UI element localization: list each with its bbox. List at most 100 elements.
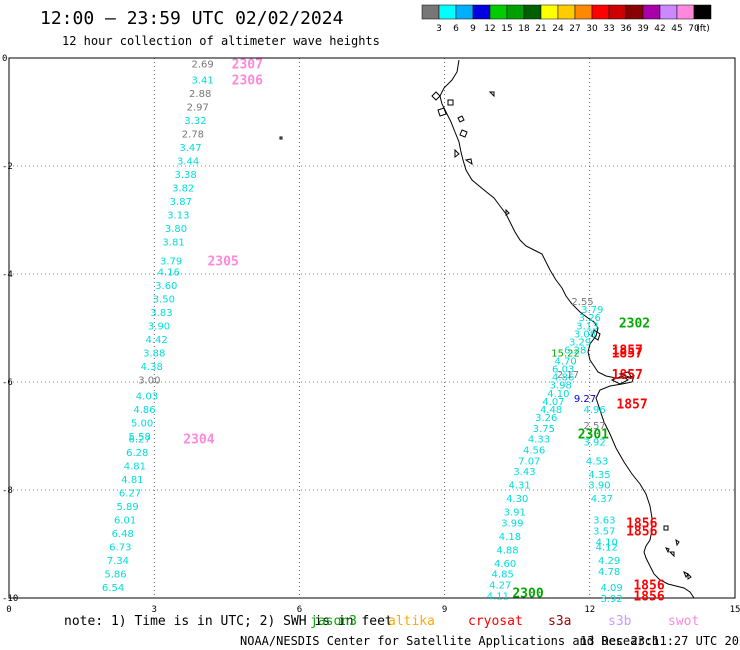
wave-height-value: 6.27 [129,435,151,446]
satellite-legend-item: jason3 [310,614,357,629]
wave-height-value: 4.56 [523,446,545,457]
x-tick-label: 12 [584,605,595,615]
colorbar-legend: 3 6 9 12 15 18 21 24 27 30 33 36 39 42 45 70(ft) [421,4,712,34]
wave-height-value: 4.42 [145,335,167,346]
wave-height-value: 3.26 [535,413,557,424]
colorbar-swatch [455,4,474,20]
wave-height-value: 3.50 [153,294,175,305]
wave-height-value: 4.38 [141,362,163,373]
colorbar-label: 3 [436,24,442,34]
colorbar-label: 45 [671,24,682,34]
wave-height-value: 4.86 [133,405,155,416]
y-tick-label: -6 [2,378,13,388]
x-tick-label: 9 [442,605,447,615]
wave-height-value: 4.53 [586,456,608,467]
wave-height-value: 3.83 [150,308,172,319]
colorbar-swatch [642,4,661,20]
wave-height-value: 3.60 [155,281,177,292]
satellite-legend-item: s3b [608,614,632,629]
wave-height-value: 4.10 [547,389,569,400]
colorbar-label: 42 [654,24,665,34]
colorbar-swatch [540,4,559,20]
wave-height-value: 3.57 [593,527,615,538]
pass-time-label: 1856 [626,525,657,540]
x-tick-label: 6 [297,605,302,615]
colorbar-label: 39 [637,24,649,34]
wave-height-value: 3.08 [574,329,596,340]
colorbar-label: 27 [569,24,580,34]
pass-time-label: 1857 [612,346,643,361]
wave-height-value: 3.87 [170,197,192,208]
colorbar-label: 33 [603,24,614,34]
colorbar-swatch [421,4,440,20]
colorbar-label: 9 [470,24,476,34]
pass-time-label: 2305 [207,255,238,270]
wave-height-value: 6.27 [119,489,141,500]
wave-height-value: 4.85 [492,570,514,581]
colorbar-label: 15 [501,24,512,34]
wave-height-value: 4.78 [598,567,620,578]
colorbar-swatch [557,4,576,20]
colorbar-swatch [506,4,525,20]
x-tick-label: 15 [730,605,740,615]
colorbar-swatch [438,4,457,20]
colorbar-label: 24 [552,24,564,34]
colorbar-label: 30 [586,24,598,34]
wave-height-value: 2.78 [182,130,204,141]
pass-time-label: 2307 [232,57,263,72]
wave-height-value: 4.81 [121,475,143,486]
wave-height-value: 6.01 [114,516,136,527]
wave-height-value: 4.11 [487,591,509,602]
wave-height-value: 4.70 [554,356,576,367]
colorbar-label: 70 [688,24,700,34]
wave-height-value: 4.35 [588,470,610,481]
wave-height-value: 3.13 [576,321,598,332]
satellite-legend-item: altika [388,614,435,629]
wave-height-value: 3.92 [600,594,622,605]
axis-tick-labels: 0 3 6 9 12 15 0 -2 -4 -6 -8 -10 [2,54,740,615]
wave-height-value: 3.82 [172,184,194,195]
units-note: note: 1) Time is in UTC; 2) SWH is in fe… [64,614,393,629]
colorbar-label: 18 [518,24,530,34]
wave-height-value: 3.91 [504,508,526,519]
wave-height-value: 3.13 [167,211,189,222]
colorbar-label: 6 [453,24,459,34]
wave-height-value: 4.16 [158,267,180,278]
y-tick-label: -4 [2,270,13,280]
wave-height-value: 5.86 [104,570,126,581]
wave-height-value: 5.00 [131,419,153,430]
wave-height-value: 3.29 [569,338,591,349]
wave-height-value: 2.69 [191,59,213,70]
altimeter-tracks: 2.69 3.41 2.88 2.97 3.32 2.78 3.47 3.44 3.38 3.82… [102,59,623,605]
wave-height-value: 4.96 [584,405,606,416]
wave-height-value: 3.00 [138,375,160,386]
wave-height-value: 15.22 [551,348,580,359]
wave-height-value: 3.79 [581,305,603,316]
pass-time-label: 1856 [633,589,664,604]
wave-height-value: 4.18 [499,532,521,543]
colorbar-swatch [659,4,678,20]
pass-time-label: 2302 [619,317,650,332]
wave-height-value: 4.07 [542,397,564,408]
wave-height-value: 3.75 [533,424,555,435]
wave-height-value: 2.57 [584,421,606,432]
pass-time-label: 2304 [183,433,214,448]
wave-height-value: 7.34 [107,556,129,567]
pass-time-label: 1857 [616,398,647,413]
wave-height-value: 4.33 [528,435,550,446]
colorbar-swatch [523,4,542,20]
pass-time-labels: 2307 2306 2305 2304 2302 2301 2300 1857 1857 1857… [183,57,665,604]
satellite-legend-item: swot [668,614,699,629]
wave-height-value: 3.92 [584,437,606,448]
colorbar-label: 12 [484,24,495,34]
wave-height-value: 2.17 [557,370,579,381]
wave-height-value: 3.41 [191,76,213,87]
wave-height-value: 4.88 [496,545,518,556]
wave-height-value: 4.31 [508,481,530,492]
colorbar-swatch [625,4,644,20]
wave-height-value: 6.03 [552,365,574,376]
y-tick-label: 0 [2,54,7,64]
pass-time-label: 1856 [626,516,657,531]
coastline [279,59,695,599]
wave-height-value: 3.90 [148,321,170,332]
